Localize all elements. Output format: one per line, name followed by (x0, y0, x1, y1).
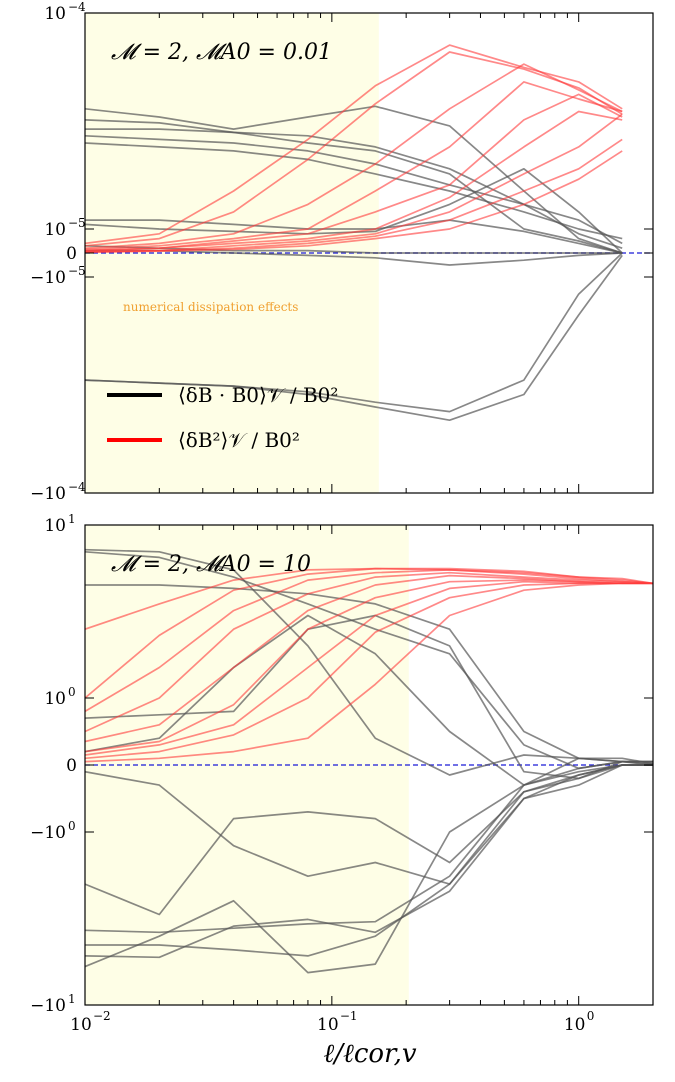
y-tick-label: 10 (44, 4, 66, 24)
red-series-line-19 (85, 150, 623, 254)
x-axis-label: ℓ/ℓcor,v (323, 1039, 416, 1069)
x-tick-exponent: −1 (340, 1009, 358, 1023)
x-ticks (84, 525, 654, 1005)
x-tick-label: 10 (317, 1015, 339, 1035)
y-tick-exponent: 0 (68, 819, 76, 833)
black-series-line-2 (85, 584, 653, 765)
y-tick-exponent: −4 (68, 480, 86, 494)
y-tick-label: 10 (44, 516, 66, 536)
red-series-line-13 (85, 63, 623, 250)
red-series-line-19 (85, 582, 653, 763)
black-series-line-4 (85, 614, 653, 786)
legend-label-red: ⟨δB²⟩𝒱 / B0² (178, 428, 300, 452)
x-tick-exponent: −2 (93, 1009, 111, 1023)
panel-title: 𝓜 = 2, 𝓜A0 = 10 (111, 552, 311, 577)
series-group (85, 44, 623, 422)
red-series-line-14 (85, 81, 623, 251)
y-tick-exponent: −5 (68, 216, 86, 230)
red-series-line-14 (85, 571, 653, 733)
black-series-line-2 (85, 128, 623, 254)
black-series-line-6 (85, 764, 653, 916)
y-tick-label: 10 (44, 220, 66, 240)
y-ticks: 10 110 00−10 0−10 1 (30, 512, 653, 1016)
x-tick-label: 10 (564, 1015, 586, 1035)
black-series-line-9 (85, 254, 623, 422)
x-tick-label: 10 (70, 1015, 92, 1035)
panel-top: 10 −410 −50−10 −5−10 −4𝓜 = 2, 𝓜A0 = 0.01nume… (30, 0, 654, 504)
panel-title: 𝓜 = 2, 𝓜A0 = 0.01 (111, 40, 332, 65)
y-tick-exponent: −5 (68, 264, 86, 278)
y-tick-label: −10 (30, 996, 66, 1016)
legend-label-black: ⟨δB · B0⟩𝒱 / B0² (178, 383, 338, 407)
y-tick-exponent: 1 (68, 992, 76, 1006)
y-tick-exponent: −4 (68, 0, 86, 14)
y-tick-label: 0 (66, 244, 77, 264)
y-tick-label: −10 (30, 823, 66, 843)
black-series-line-1 (85, 119, 623, 245)
red-series-line-11 (85, 44, 623, 245)
black-series-line-10 (85, 249, 623, 266)
red-series-line-16 (85, 110, 623, 252)
black-series-line-4 (85, 142, 623, 240)
x-tick-exponent: 0 (587, 1009, 595, 1023)
panel-bottom: 10 110 00−10 0−10 110 −2 10 −1 10 0𝓜 = 2, 𝓜A0 = 1… (30, 512, 654, 1035)
y-tick-label: 0 (66, 756, 77, 776)
x-ticks (84, 13, 654, 493)
annotation-text: numerical dissipation effects (123, 300, 298, 314)
series-group (85, 548, 653, 974)
y-tick-exponent: 1 (68, 512, 76, 526)
y-ticks: 10 −410 −50−10 −5−10 −4 (30, 0, 653, 504)
y-tick-label: −10 (30, 484, 66, 504)
y-tick-label: −10 (30, 268, 66, 288)
legend: ⟨δB · B0⟩𝒱 / B0² ⟨δB²⟩𝒱 / B0² (107, 383, 338, 452)
black-series-line-10 (85, 760, 653, 974)
y-tick-exponent: 0 (68, 685, 76, 699)
black-series-line-5 (85, 764, 653, 885)
red-series-line-12 (85, 567, 653, 699)
black-series-line-9 (85, 764, 653, 959)
y-tick-label: 10 (44, 689, 66, 709)
